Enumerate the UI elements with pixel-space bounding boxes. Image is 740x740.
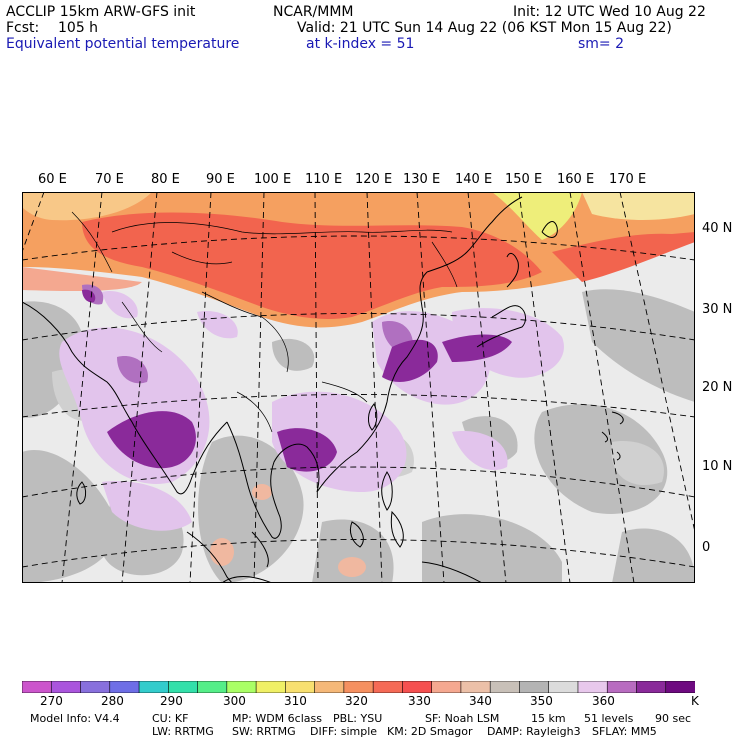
footer-cu: CU: KF — [152, 712, 189, 725]
lon-label-120e: 120 E — [355, 172, 393, 187]
warm-band-light — [22, 192, 152, 221]
dark-purple-patches — [82, 289, 512, 472]
lat-label-10n: 10 N — [702, 459, 733, 474]
colorbar-segment — [489, 681, 521, 693]
valid-time: Valid: 21 UTC Sun 14 Aug 22 (06 KST Mon … — [297, 20, 672, 36]
footer-pbl: PBL: YSU — [333, 712, 383, 725]
country-borders — [71, 211, 458, 433]
colorbar-tick-280: 280 — [101, 694, 124, 708]
colorbar-segment — [197, 681, 228, 693]
organization: NCAR/MMM — [273, 4, 354, 20]
colorbar — [22, 681, 695, 693]
colorbar-unit: K — [691, 694, 699, 708]
colorbar-segment — [636, 681, 667, 693]
footer-sw: SW: RRTMG — [232, 725, 296, 738]
footer-lw: LW: RRTMG — [152, 725, 214, 738]
model-title: ACCLIP 15km ARW-GFS init — [6, 4, 196, 20]
lat-label-30n: 30 N — [702, 302, 733, 317]
lon-label-110e: 110 E — [305, 172, 343, 187]
footer-diff: DIFF: simple — [310, 725, 378, 738]
lon-label-70e: 70 E — [95, 172, 124, 187]
footer-sf: SF: Noah LSM — [425, 712, 500, 725]
lat-label-20n: 20 N — [702, 380, 733, 395]
colorbar-segment — [519, 681, 550, 693]
map-frame — [22, 192, 695, 583]
colorbar-segment — [372, 681, 404, 693]
colorbar-tick-350: 350 — [530, 694, 553, 708]
lon-label-90e: 90 E — [206, 172, 235, 187]
colorbar-segment — [109, 681, 140, 693]
warm-band-yellow — [492, 192, 582, 240]
colorbar-segment — [402, 681, 433, 693]
footer-resolution: 15 km — [531, 712, 566, 725]
smoothing: sm= 2 — [578, 36, 625, 52]
warm-band-lightyellow — [582, 192, 695, 220]
colorbar-segment — [606, 681, 638, 693]
vertical-level: at k-index = 51 — [306, 36, 415, 52]
graticule — [22, 192, 695, 583]
colorbar-segment — [80, 681, 111, 693]
colorbar-segment — [22, 681, 53, 693]
coastlines — [22, 196, 624, 583]
colorbar-tick-290: 290 — [160, 694, 183, 708]
footer-levels: 51 levels — [584, 712, 634, 725]
colorbar-segment — [285, 681, 316, 693]
warm-band-red-east — [552, 232, 695, 282]
colorbar-tick-300: 300 — [223, 694, 246, 708]
forecast-label: Fcst: — [6, 20, 40, 36]
footer-km: KM: 2D Smagor — [387, 725, 473, 738]
footer-sflay: SFLAY: MM5 — [592, 725, 657, 738]
colorbar-tick-330: 330 — [408, 694, 431, 708]
footer-damp: DAMP: Rayleigh3 — [487, 725, 581, 738]
warm-band-salmon — [22, 267, 142, 292]
lat-label-0: 0 — [702, 540, 711, 555]
colorbar-segment — [548, 681, 579, 693]
colorbar-segment — [431, 681, 462, 693]
lon-label-100e: 100 E — [254, 172, 292, 187]
colorbar-tick-310: 310 — [284, 694, 307, 708]
warm-band-red — [82, 212, 542, 319]
theta-e-map — [22, 192, 695, 583]
forecast-hour: 105 h — [58, 20, 99, 36]
colorbar-tick-340: 340 — [469, 694, 492, 708]
colorbar-segment — [314, 681, 345, 693]
colorbar-segment — [255, 681, 287, 693]
lon-label-150e: 150 E — [505, 172, 543, 187]
colorbar-segment — [138, 681, 170, 693]
footer-model-info: Model Info: V4.4 — [30, 712, 120, 725]
lon-label-160e: 160 E — [557, 172, 595, 187]
colorbar-segment — [577, 681, 609, 693]
lon-label-140e: 140 E — [455, 172, 493, 187]
lon-label-170e: 170 E — [609, 172, 647, 187]
colorbar-tick-360: 360 — [592, 694, 615, 708]
init-time: Init: 12 UTC Wed 10 Aug 22 — [513, 4, 706, 20]
lon-label-80e: 80 E — [151, 172, 180, 187]
field-name: Equivalent potential temperature — [6, 36, 240, 52]
colorbar-segment — [50, 681, 82, 693]
colorbar-tick-320: 320 — [345, 694, 368, 708]
colorbar-segment — [168, 681, 199, 693]
grey-field-patches — [22, 289, 695, 583]
colorbar-segment — [343, 681, 374, 693]
colorbar-segment — [460, 681, 491, 693]
colorbar-segment — [665, 681, 695, 693]
colorbar-tick-270: 270 — [40, 694, 63, 708]
lon-label-60e: 60 E — [38, 172, 67, 187]
lon-label-130e: 130 E — [403, 172, 441, 187]
lat-label-40n: 40 N — [702, 221, 733, 236]
colorbar-segment — [226, 681, 257, 693]
footer-timestep: 90 sec — [655, 712, 692, 725]
footer-mp: MP: WDM 6class — [232, 712, 322, 725]
